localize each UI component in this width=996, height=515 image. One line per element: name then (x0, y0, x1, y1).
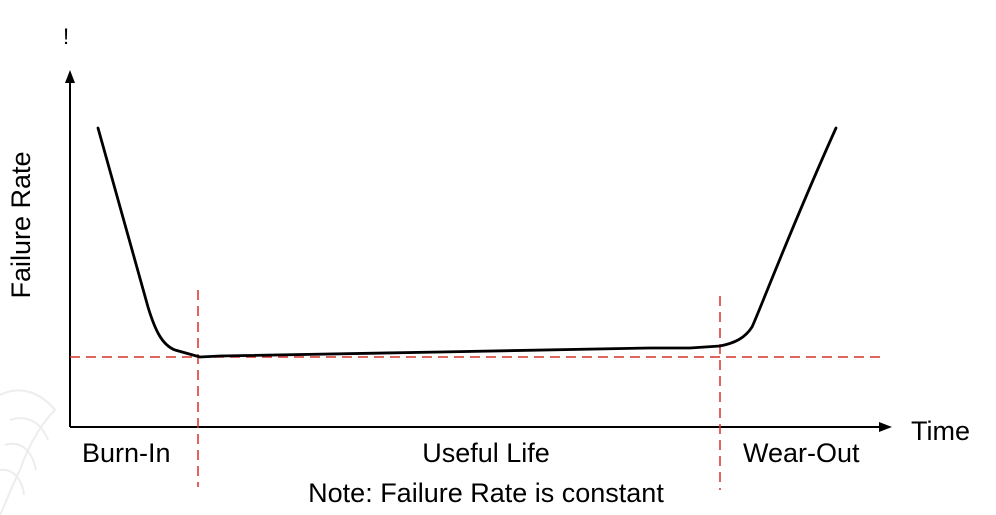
phase-label-burn-in: Burn-In (82, 438, 171, 468)
phase-label-useful-life: Useful Life (422, 438, 550, 468)
phase-label-wear-out: Wear-Out (743, 438, 860, 468)
watermark-emblem (0, 389, 57, 515)
note-text: Note: Failure Rate is constant (308, 478, 664, 508)
x-axis-arrowhead (879, 422, 892, 432)
axes (65, 70, 892, 432)
failure-rate-curve (96, 126, 838, 359)
stray-mark: ! (63, 24, 69, 49)
y-axis-arrowhead (65, 70, 75, 83)
y-axis-label: Failure Rate (6, 151, 36, 298)
x-axis-label: Time (911, 416, 970, 446)
